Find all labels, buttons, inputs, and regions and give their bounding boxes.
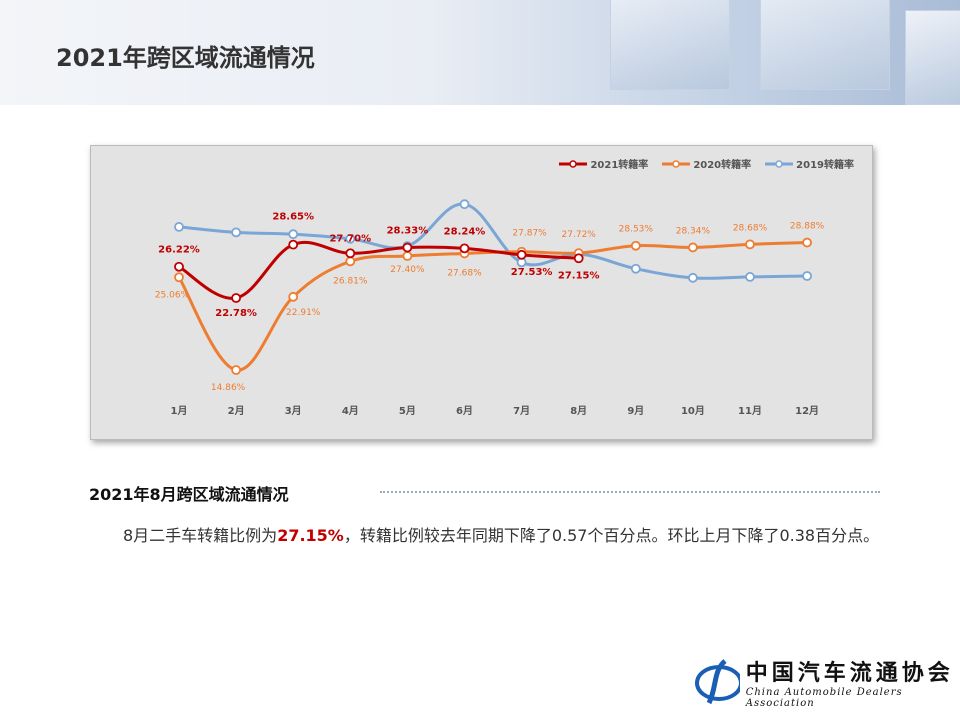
- logo-cn-text: 中国汽车流通协会: [745, 660, 954, 686]
- data-point: [630, 240, 641, 251]
- data-point: [345, 248, 356, 259]
- data-point: [516, 249, 527, 260]
- decor-cube: [610, 0, 730, 90]
- x-tick-label: 2月: [228, 405, 245, 417]
- highlight-rate: 27.15%: [277, 526, 344, 545]
- data-label: 28.24%: [444, 226, 486, 237]
- data-label: 27.70%: [329, 233, 371, 244]
- legend-label: 2021转籍率: [590, 160, 649, 171]
- data-label: 27.68%: [447, 268, 482, 278]
- data-label: 28.33%: [387, 226, 429, 237]
- data-label: 28.34%: [676, 226, 711, 236]
- data-label: 28.68%: [733, 223, 768, 233]
- data-point: [459, 199, 470, 210]
- x-tick-label: 6月: [456, 405, 473, 417]
- data-label: 26.81%: [333, 276, 368, 286]
- data-point: [688, 272, 698, 283]
- data-label: 27.87%: [512, 229, 547, 239]
- x-tick-label: 9月: [627, 405, 644, 417]
- data-label: 27.15%: [558, 270, 600, 281]
- legend-item: 2020转籍率: [662, 156, 751, 171]
- data-point: [231, 365, 242, 375]
- data-label: 28.65%: [272, 212, 314, 223]
- data-point: [402, 242, 413, 253]
- legend-marker-icon: [765, 159, 794, 168]
- dotted-divider: [380, 491, 880, 493]
- para-text: 8月二手车转籍比例为: [123, 526, 278, 545]
- para-text: ，转籍比例较去年同期下降了0.57个百分点。环比上月下降了0.38百分点。: [343, 526, 880, 545]
- legend-marker-icon: [559, 159, 588, 168]
- data-label: 28.88%: [790, 222, 825, 232]
- logo-en-text: China Automobile Dealers Association: [745, 687, 903, 709]
- line-chart: 1月 2月 3月 4月 5月 6月 7月 8月 9月 10月 11月 12月 26.22% 22.78% 2…: [90, 145, 873, 440]
- x-tick-label: 4月: [342, 405, 359, 417]
- cada-emblem-icon: [695, 659, 740, 705]
- legend-item: 2019转籍率: [765, 156, 854, 171]
- data-label: 22.91%: [286, 308, 321, 318]
- legend-label: 2019转籍率: [796, 160, 854, 171]
- data-label: 27.53%: [511, 267, 553, 278]
- data-point: [231, 227, 242, 238]
- legend-item: 2021转籍率: [559, 156, 648, 171]
- data-point: [459, 243, 470, 254]
- data-point: [802, 237, 812, 248]
- data-point: [688, 242, 698, 253]
- data-point: [745, 239, 755, 250]
- data-point: [345, 256, 356, 267]
- decor-cube: [905, 10, 960, 105]
- data-point: [802, 271, 812, 281]
- data-point: [288, 291, 299, 302]
- summary-paragraph: 8月二手车转籍比例为27.15%，转籍比例较去年同期下降了0.57个百分点。环比…: [89, 520, 889, 552]
- x-tick-label: 8月: [570, 405, 587, 417]
- x-tick-label: 5月: [399, 405, 416, 417]
- data-label: 27.72%: [562, 230, 597, 240]
- data-point: [174, 272, 184, 283]
- x-tick-label: 12月: [795, 405, 819, 417]
- data-point: [402, 251, 413, 261]
- data-point: [630, 263, 641, 274]
- x-tick-label: 10月: [681, 405, 705, 417]
- legend-label: 2020转籍率: [693, 160, 752, 171]
- data-point: [231, 293, 242, 303]
- data-point: [745, 272, 755, 282]
- data-point: [288, 239, 299, 250]
- data-label: 26.22%: [158, 245, 200, 256]
- legend: 2021转籍率 2020转籍率 2019转籍率: [559, 156, 854, 171]
- data-point: [288, 229, 299, 240]
- page-title: 2021年跨区域流通情况: [56, 44, 315, 72]
- legend-marker-icon: [662, 159, 691, 168]
- x-tick-label: 11月: [738, 405, 762, 417]
- x-tick-label: 7月: [513, 405, 530, 417]
- x-tick-label: 1月: [171, 405, 188, 417]
- data-label: 27.40%: [390, 265, 425, 275]
- section-title: 2021年8月跨区域流通情况: [89, 485, 289, 504]
- data-point: [174, 222, 184, 232]
- x-tick-label: 3月: [285, 405, 302, 417]
- data-point: [345, 233, 356, 244]
- data-label: 14.86%: [211, 383, 246, 393]
- data-label: 28.53%: [619, 225, 654, 235]
- data-point: [573, 253, 584, 264]
- cada-logo: 中国汽车流通协会 China Automobile Dealers Associ…: [695, 655, 960, 709]
- decor-cube: [760, 0, 890, 90]
- chart-svg: 1月 2月 3月 4月 5月 6月 7月 8月 9月 10月 11月 12月 26.22% 22.78% 2…: [155, 199, 825, 417]
- data-point: [174, 261, 184, 272]
- data-label: 25.06%: [155, 290, 190, 300]
- data-label: 22.78%: [215, 308, 257, 319]
- header-banner: 2021年跨区域流通情况: [0, 0, 960, 105]
